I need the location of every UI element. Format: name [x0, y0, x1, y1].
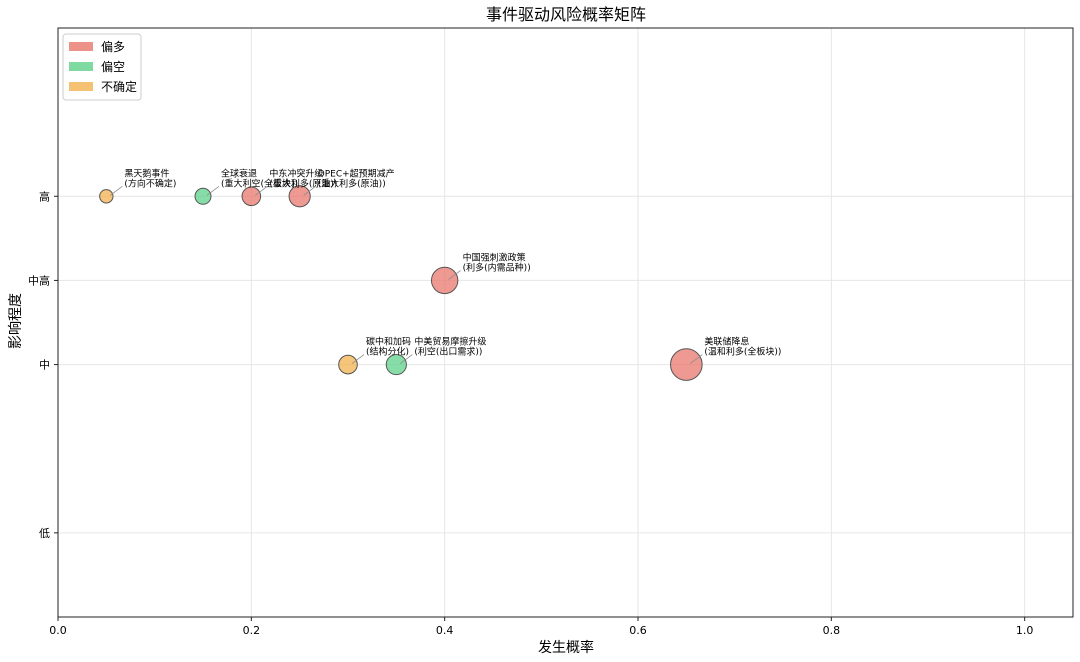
y-axis-title: 影响程度	[8, 293, 24, 349]
annotation-label: (方向不确定)	[124, 177, 176, 189]
annotation-leader	[400, 354, 413, 364]
legend-swatch	[69, 42, 93, 51]
y-tick-label: 中高	[28, 273, 50, 287]
y-tick-label: 高	[39, 189, 50, 203]
y-tick-label: 低	[39, 527, 50, 540]
legend-label: 不确定	[101, 79, 137, 94]
x-tick-label: 0.4	[436, 624, 454, 637]
annotation-leader	[303, 186, 316, 196]
annotation-label: 中国强刺激政策	[463, 251, 526, 263]
x-tick-label: 0.8	[823, 624, 841, 637]
annotation-leader	[110, 186, 123, 196]
data-point	[670, 348, 703, 381]
grid	[57, 28, 1073, 617]
legend-swatch	[69, 62, 93, 71]
legend-swatch	[69, 82, 93, 91]
annotation-label: (结构分化)	[366, 346, 409, 358]
annotation-label: 碳中和加码	[366, 336, 411, 348]
data-point	[99, 189, 114, 204]
plot-frame	[57, 27, 1074, 618]
y-ticks: 低 中 中高 高	[28, 189, 58, 540]
annotation-label: (重大利空(全板块))	[221, 177, 298, 189]
annotations: 黑天鹅事件(方向不确定) 全球衰退(重大利空(全板块))中东冲突升级(重大利多(原…	[110, 167, 781, 364]
x-tick-label: 1.0	[1016, 624, 1034, 637]
x-tick-label: 0.0	[49, 624, 67, 637]
y-tick-label: 中	[39, 359, 50, 372]
annotation-leader	[448, 270, 461, 280]
annotation-leader	[255, 186, 268, 196]
annotation-label: 中东冲突升级	[269, 167, 323, 179]
chart-title: 事件驱动风险概率矩阵	[486, 5, 646, 24]
legend-label: 偏空	[101, 59, 125, 74]
annotation-label: (重大利多(原油))	[318, 177, 386, 189]
annotation-leader	[351, 354, 365, 364]
annotation-label: 黑天鹅事件	[124, 167, 169, 179]
points	[99, 185, 703, 381]
data-point	[288, 185, 311, 208]
annotation-label: (利多(内需品种))	[463, 261, 531, 273]
x-ticks: 0.0 0.2 0.4 0.6 0.8 1.0	[49, 617, 1033, 637]
annotation-label: (重大利多(原油))	[269, 177, 337, 189]
annotation-label: (温和利多(全板块))	[704, 346, 781, 358]
data-point	[241, 186, 262, 207]
x-axis-title: 发生概率	[538, 639, 594, 656]
legend-label: 偏多	[101, 39, 125, 54]
annotation-leader	[690, 354, 703, 364]
annotation-label: 全球衰退	[221, 167, 257, 179]
annotation-label: 美联储降息	[704, 336, 749, 348]
data-point	[430, 266, 459, 295]
annotation-label: 中美贸易摩擦升级	[414, 336, 486, 348]
data-point	[338, 354, 358, 375]
annotation-leader	[206, 186, 220, 196]
annotation-label: (利空(出口需求))	[414, 346, 482, 358]
x-tick-label: 0.2	[243, 624, 261, 637]
x-tick-label: 0.6	[629, 624, 647, 637]
data-point	[194, 187, 212, 205]
data-point	[385, 353, 407, 376]
annotation-label: OPEC+超预期减产	[318, 167, 395, 179]
